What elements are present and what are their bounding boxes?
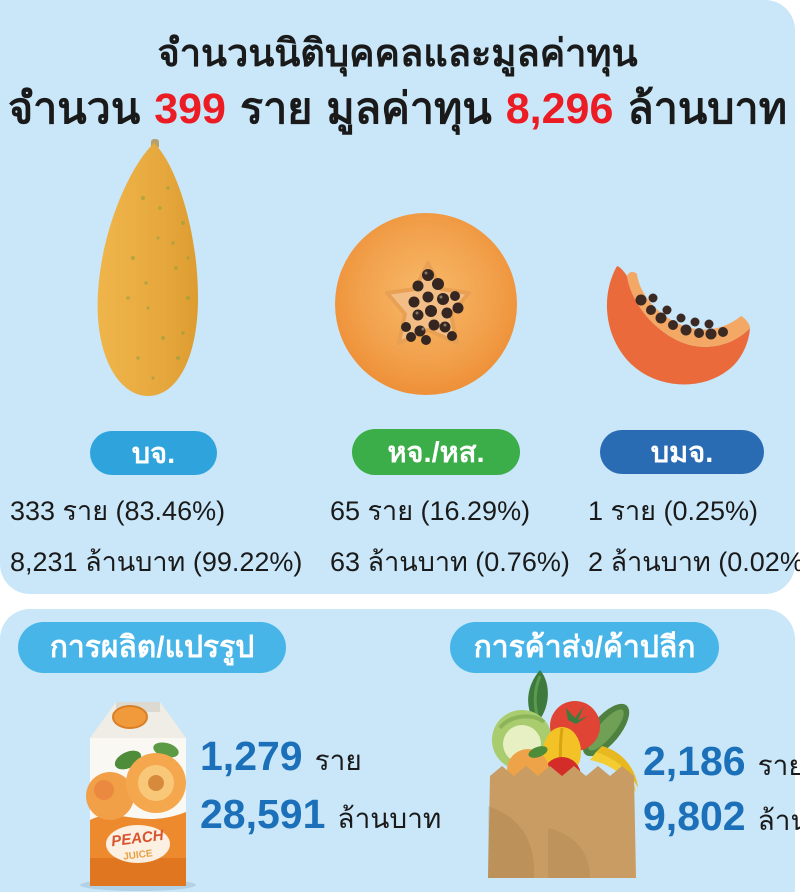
bag-front xyxy=(488,766,636,878)
trade-count-number: 2,186 xyxy=(643,738,746,784)
sector-badge-trade: การค้าส่ง/ค้าปลีก xyxy=(450,622,719,673)
sector-badge-production: การผลิต/แปรรูป xyxy=(18,622,286,673)
trade-value: 9,802 ล้านบาท xyxy=(643,793,800,843)
total-capital-value: 8,296 xyxy=(505,85,614,133)
production-count: 1,279 ราย xyxy=(200,733,362,783)
entity-pill-bj: บจ. xyxy=(90,431,217,475)
summary-subtitle: จำนวน 399 ราย มูลค่าทุน 8,296 ล้านบาท xyxy=(0,74,795,142)
production-count-number: 1,279 xyxy=(200,733,303,779)
production-value-number: 28,591 xyxy=(200,791,326,837)
papaya-whole-icon xyxy=(97,139,198,396)
juice-carton-icon: PEACH JUICE xyxy=(80,702,196,891)
bmj-value-text: 2 ล้านบาท (0.02%) xyxy=(588,547,800,577)
carton-label-line2: JUICE xyxy=(123,848,154,863)
page-title: จำนวนนิติบุคคลและมูลค่าทุน xyxy=(157,33,638,75)
papaya-half-icon xyxy=(335,213,517,395)
hj-value-text: 63 ล้านบาท (0.76%) xyxy=(330,547,570,577)
carton-label-line1: PEACH xyxy=(110,827,165,850)
trade-value-number: 9,802 xyxy=(643,793,746,839)
wedge-inner-band xyxy=(627,271,750,347)
bj-value-text: 8,231 ล้านบาท (99.22%) xyxy=(10,547,303,577)
seed-highlights xyxy=(415,271,447,331)
subtitle-label2: มูลค่าทุน xyxy=(326,85,492,133)
papaya-wedge-icon xyxy=(606,266,750,385)
entity-pill-hj-hs: หจ./หส. xyxy=(352,429,520,475)
bj-count-text: 333 ราย (83.46%) xyxy=(10,496,226,526)
carton-cap xyxy=(112,705,148,729)
production-count-unit: ราย xyxy=(314,745,362,776)
bmj-count-text: 1 ราย (0.25%) xyxy=(588,496,759,526)
subtitle-unit2: ล้านบาท xyxy=(627,85,788,133)
papaya-speckles xyxy=(126,186,190,380)
trade-count: 2,186 ราย xyxy=(643,738,800,788)
papaya-body xyxy=(97,143,198,396)
entity-pill-bmj: บมจ. xyxy=(600,430,764,474)
wedge-seeds xyxy=(635,293,728,340)
wedge-flesh xyxy=(606,266,750,385)
hj-count-text: 65 ราย (16.29%) xyxy=(330,496,531,526)
grocery-bag-icon xyxy=(488,670,638,878)
subtitle-label1: จำนวน xyxy=(7,85,141,133)
subtitle-unit1: ราย xyxy=(239,85,313,133)
production-value: 28,591 ล้านบาท xyxy=(200,791,441,841)
total-count-value: 399 xyxy=(154,85,226,133)
production-value-unit: ล้านบาท xyxy=(337,803,442,834)
trade-count-unit: ราย xyxy=(757,750,800,781)
trade-value-unit: ล้านบาท xyxy=(757,805,800,836)
papaya-seeds xyxy=(401,269,464,345)
